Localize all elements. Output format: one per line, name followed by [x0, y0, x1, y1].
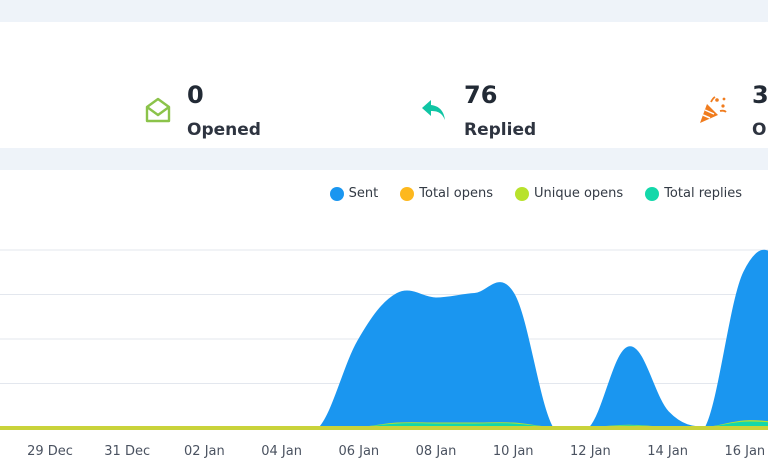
x-tick-label: 12 Jan — [570, 444, 611, 459]
legend-item-total-replies[interactable]: Total replies — [645, 186, 742, 201]
stat-replied: 76 Replied — [300, 22, 600, 148]
envelope-open-icon — [145, 97, 171, 123]
area-chart: 29 Dec 31 Dec 02 Jan 04 Jan 06 Jan 08 Jan 10 J… — [0, 249, 768, 459]
stat-opened: 0 Opened — [0, 22, 300, 148]
x-tick-label: 08 Jan — [416, 444, 457, 459]
chart-panel: 29 Dec 31 Dec 02 Jan 04 Jan 06 Jan 08 Jan 10 J… — [0, 170, 768, 471]
series-area-sent[interactable] — [49, 249, 768, 430]
legend-dot — [400, 186, 415, 201]
legend-label: Total replies — [664, 186, 742, 201]
legend-dot — [329, 186, 344, 201]
stat-label: Replied — [464, 120, 537, 140]
chart-legend: Sent Total opens Unique opens Total repl… — [329, 186, 742, 201]
x-tick-label: 10 Jan — [493, 444, 534, 459]
legend-item-total-opens[interactable]: Total opens — [400, 186, 493, 201]
stat-value: 76 — [464, 81, 498, 109]
stat-label: O — [752, 120, 767, 140]
x-tick-label: 16 Jan — [724, 444, 765, 459]
legend-item-sent[interactable]: Sent — [329, 186, 379, 201]
stat-label: Opened — [187, 120, 261, 140]
legend-label: Total opens — [419, 186, 493, 201]
party-popper-icon — [700, 96, 727, 123]
stat-value: 3 — [752, 81, 768, 109]
stat-third: 3 O — [600, 22, 768, 148]
x-tick-label: 06 Jan — [338, 444, 379, 459]
x-tick-label: 31 Dec — [104, 444, 150, 459]
legend-label: Unique opens — [533, 186, 624, 201]
x-tick-label: 14 Jan — [647, 444, 688, 459]
legend-item-unique-opens[interactable]: Unique opens — [514, 186, 624, 201]
reply-icon — [422, 100, 445, 120]
x-tick-label: 02 Jan — [184, 444, 225, 459]
stat-value: 0 — [187, 81, 204, 109]
x-tick-label: 04 Jan — [261, 444, 302, 459]
legend-dot — [514, 186, 529, 201]
stats-panel: 0 Opened 76 Replied 3 O — [0, 22, 768, 148]
legend-label: Sent — [348, 186, 379, 201]
legend-dot — [645, 186, 660, 201]
x-tick-label: 29 Dec — [27, 444, 73, 459]
